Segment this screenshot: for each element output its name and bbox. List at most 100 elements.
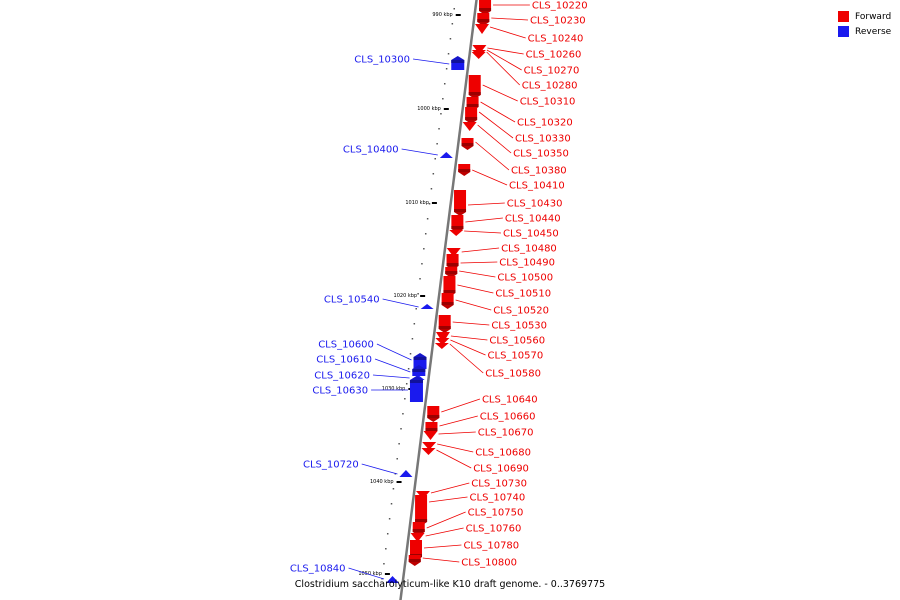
forward-gene-glyph	[415, 495, 428, 522]
reverse-gene-label: CLS_10300	[354, 55, 410, 66]
tick-dot	[386, 533, 389, 535]
forward-gene-label: CLS_10320	[517, 118, 573, 129]
forward-gene-glyph	[454, 190, 467, 212]
reverse-gene-pointer	[372, 374, 410, 379]
forward-gene-pointer	[437, 443, 474, 453]
forward-gene-label: CLS_10760	[466, 524, 522, 535]
reverse-gene-pointer	[374, 358, 411, 373]
forward-gene-pointer	[452, 321, 490, 326]
forward-gene-glyph-tip	[458, 172, 471, 176]
forward-gene-pointer	[465, 217, 503, 223]
tick-mark	[431, 202, 437, 204]
tick-dot	[438, 128, 440, 130]
tick-dot	[390, 503, 393, 505]
forward-gene-label: CLS_10220	[532, 1, 588, 12]
tick-dot	[400, 428, 402, 430]
forward-gene-pointer	[459, 270, 496, 278]
tick-dot	[419, 278, 421, 280]
tick-mark	[455, 14, 461, 16]
forward-gene-glyph-tip	[427, 418, 440, 422]
reverse-gene-pointer	[376, 343, 412, 361]
forward-gene-glyph-shadow	[438, 326, 451, 329]
forward-gene-label: CLS_10310	[520, 97, 576, 108]
forward-gene-pointer	[430, 482, 470, 494]
genome-caption: Clostridium saccharolyticum-like K10 dra…	[294, 579, 606, 590]
tick-label: 1010 kbp	[405, 200, 429, 206]
reverse-gene-glyph	[386, 576, 400, 583]
tick-dot	[385, 548, 387, 550]
forward-gene-glyph-shadow	[408, 559, 421, 562]
tick-dot	[432, 173, 435, 175]
tick-dot	[417, 293, 419, 295]
tick-label: 1000 kbp	[417, 106, 441, 112]
tick-mark	[396, 481, 402, 483]
forward-gene-glyph	[465, 107, 478, 120]
forward-gene-label: CLS_10570	[488, 351, 544, 362]
reverse-gene-glyph-tip	[409, 376, 423, 380]
tick-label: 1050 kbp	[358, 571, 382, 577]
reverse-gene-label: CLS_10840	[290, 564, 346, 575]
tick-dot	[404, 398, 406, 400]
forward-gene-pointer	[450, 339, 486, 356]
tick-dot	[430, 188, 433, 190]
tick-mark	[384, 573, 390, 575]
forward-gene-label: CLS_10410	[509, 181, 565, 192]
forward-gene-label: CLS_10260	[526, 50, 582, 61]
reverse-gene-glyph	[439, 152, 453, 158]
forward-gene-pointer	[436, 449, 472, 469]
forward-gene-glyph-tip	[461, 146, 474, 150]
reverse-gene-glyph	[409, 380, 423, 402]
forward-gene-pointer	[425, 527, 464, 537]
forward-gene-glyph	[449, 230, 464, 236]
forward-gene-pointer	[450, 335, 488, 341]
forward-gene-glyph-shadow	[466, 104, 479, 107]
tick-dot	[424, 233, 427, 235]
forward-gene-glyph-tip	[408, 562, 421, 566]
forward-gene-glyph	[408, 555, 421, 562]
tick-dot	[442, 98, 444, 100]
forward-gene-glyph	[468, 75, 481, 95]
forward-gene-label: CLS_10680	[475, 448, 531, 459]
forward-gene-label: CLS_10800	[461, 558, 517, 569]
tick-label: 1030 kbp	[382, 386, 406, 392]
forward-gene-pointer	[460, 261, 498, 264]
forward-gene-pointer	[486, 51, 521, 86]
forward-gene-glyph-shadow	[461, 143, 474, 146]
legend-item-reverse: Reverse	[838, 24, 891, 39]
forward-gene-pointer	[457, 284, 494, 294]
reverse-gene-pointer	[361, 463, 398, 475]
forward-gene-glyph-shadow	[454, 209, 467, 212]
forward-gene-pointer	[478, 111, 514, 139]
reverse-gene-glyph-tip	[412, 365, 426, 369]
forward-gene-pointer	[475, 141, 510, 171]
forward-gene-glyph-tip	[454, 212, 467, 216]
forward-gene-glyph-shadow	[458, 169, 471, 172]
tick-dot	[392, 488, 395, 490]
legend: Forward Reverse	[838, 9, 891, 39]
forward-gene-label: CLS_10530	[491, 321, 547, 332]
forward-gene-label: CLS_10350	[513, 149, 569, 160]
forward-gene-label: CLS_10660	[480, 412, 536, 423]
tick-dot	[409, 353, 412, 355]
forward-gene-glyph	[425, 422, 438, 431]
forward-gene-pointer	[477, 124, 512, 154]
tick-dot	[428, 203, 431, 205]
tick-dot	[402, 413, 404, 415]
forward-swatch-icon	[838, 11, 849, 22]
forward-gene-pointer	[461, 247, 500, 253]
forward-gene-glyph-shadow	[427, 415, 440, 418]
forward-gene-glyph	[445, 267, 458, 274]
tick-dot	[388, 518, 391, 520]
forward-gene-label: CLS_10580	[485, 369, 541, 380]
legend-label-forward: Forward	[855, 11, 892, 22]
forward-gene-label: CLS_10280	[522, 81, 578, 92]
forward-gene-glyph-tip	[441, 305, 454, 309]
forward-gene-glyph	[475, 24, 490, 34]
reverse-gene-label: CLS_10600	[318, 340, 374, 351]
tick-dot	[445, 68, 448, 70]
forward-gene-pointer	[472, 169, 508, 186]
forward-gene-pointer	[491, 17, 528, 21]
tick-dot	[426, 218, 429, 220]
forward-gene-label: CLS_10780	[463, 541, 519, 552]
legend-item-forward: Forward	[838, 9, 891, 24]
